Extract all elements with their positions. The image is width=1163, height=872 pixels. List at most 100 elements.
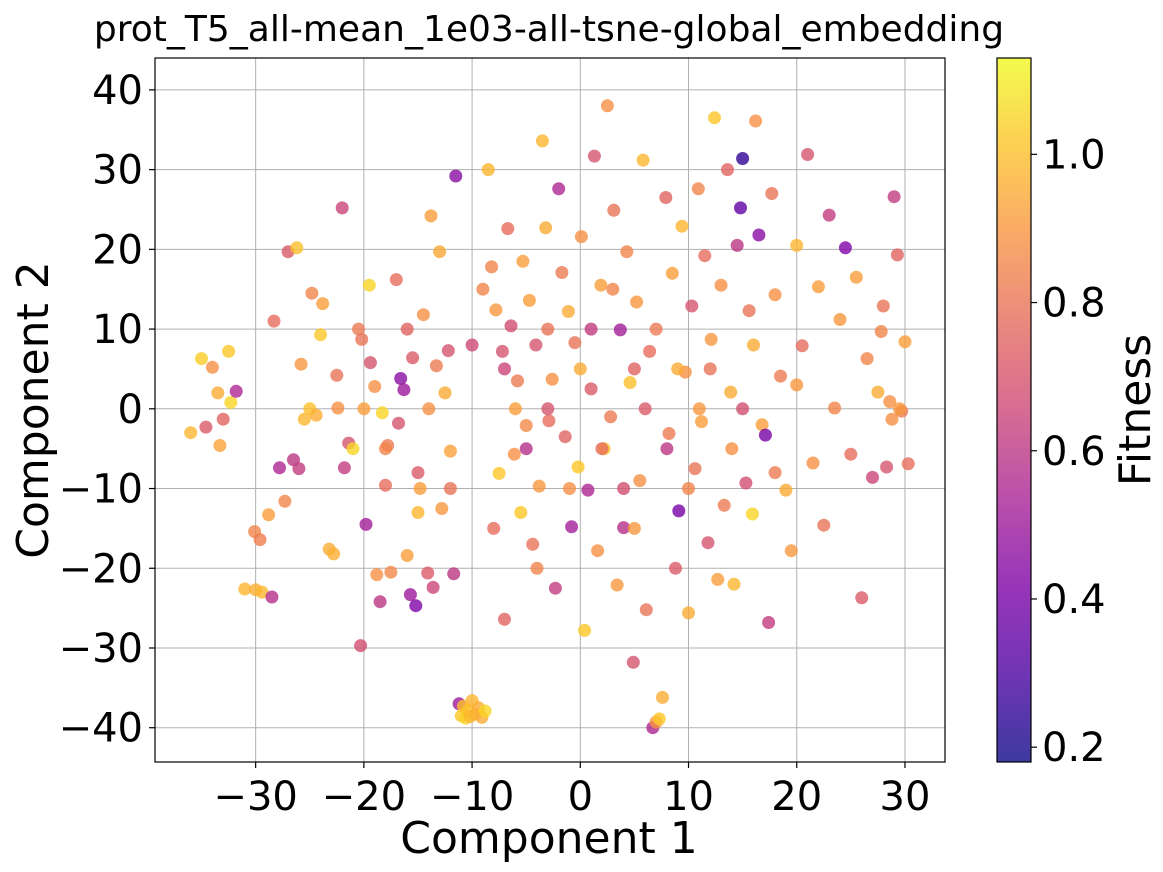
data-point <box>495 344 509 358</box>
data-point <box>833 313 847 326</box>
data-point <box>447 567 461 581</box>
x-tick-label: 0 <box>568 774 593 820</box>
data-point <box>265 590 279 604</box>
data-point <box>849 270 863 284</box>
chart-title: prot_T5_all-mean_1e03-all-tsne-global_em… <box>94 9 1004 50</box>
data-point <box>871 385 885 399</box>
data-point <box>708 111 721 125</box>
data-point <box>573 362 587 376</box>
data-point <box>665 266 679 280</box>
data-point <box>359 517 373 531</box>
data-point <box>725 442 739 456</box>
data-point <box>539 221 553 235</box>
data-point <box>784 544 798 558</box>
data-point <box>392 416 405 430</box>
colorbar-frame <box>996 57 1032 763</box>
y-tick-label: 10 <box>92 307 143 353</box>
data-point <box>883 395 897 409</box>
data-point <box>600 99 614 113</box>
x-tick-label: 30 <box>880 774 931 820</box>
data-point <box>238 582 252 596</box>
data-point <box>411 466 425 480</box>
data-point <box>659 191 673 204</box>
data-point <box>595 442 609 456</box>
data-point <box>721 163 734 177</box>
data-point <box>703 362 717 376</box>
y-tick-label: 0 <box>118 387 143 433</box>
data-point <box>379 478 392 492</box>
data-point <box>755 418 769 432</box>
data-point <box>335 201 349 215</box>
data-point <box>768 466 782 480</box>
data-point <box>790 238 804 252</box>
data-point <box>736 152 750 165</box>
x-axis-label: Component 1 <box>400 813 697 864</box>
data-point <box>581 483 595 497</box>
data-point <box>739 476 753 490</box>
data-point <box>508 402 522 416</box>
data-point <box>519 419 533 432</box>
data-point <box>314 328 328 342</box>
data-point <box>855 591 869 605</box>
data-point <box>294 357 308 371</box>
data-point <box>623 376 637 389</box>
data-point <box>514 506 528 519</box>
data-point <box>489 303 503 317</box>
data-point <box>727 577 741 591</box>
data-point <box>838 241 852 255</box>
data-point <box>363 356 377 370</box>
data-point <box>747 338 760 352</box>
data-point <box>522 293 536 307</box>
data-point <box>216 412 230 426</box>
data-point <box>438 386 452 400</box>
data-point <box>485 260 499 274</box>
data-point <box>594 278 608 292</box>
data-point <box>433 245 447 259</box>
data-point <box>400 322 414 336</box>
data-point <box>574 230 588 244</box>
data-point <box>591 544 605 558</box>
y-tick-label: 20 <box>92 227 143 273</box>
data-point <box>660 442 674 456</box>
data-point <box>568 336 582 350</box>
data-point <box>620 245 634 259</box>
data-point <box>362 278 376 292</box>
data-point <box>548 581 562 595</box>
data-point <box>734 201 747 215</box>
data-point <box>822 208 836 222</box>
data-point <box>555 266 569 279</box>
data-point <box>478 704 492 718</box>
data-point <box>297 412 311 426</box>
data-point <box>714 278 728 292</box>
data-point <box>352 322 365 336</box>
data-point <box>561 305 575 318</box>
data-point <box>441 344 455 358</box>
data-point <box>465 338 479 352</box>
data-point <box>617 482 631 495</box>
data-point <box>273 461 286 475</box>
data-point <box>199 420 213 434</box>
data-point <box>649 322 663 336</box>
plot-frame <box>154 57 946 763</box>
data-point <box>413 482 427 495</box>
data-point <box>887 190 901 204</box>
data-point <box>587 149 601 163</box>
data-point <box>542 414 556 428</box>
data-point <box>617 521 631 535</box>
data-point <box>400 549 414 562</box>
data-point <box>389 273 403 287</box>
data-point <box>379 442 392 456</box>
data-point <box>749 114 763 128</box>
data-point <box>337 461 351 475</box>
data-point <box>633 474 647 488</box>
data-point <box>610 578 624 592</box>
y-axis-label: Component 2 <box>8 261 59 558</box>
data-point <box>530 561 544 575</box>
data-point <box>357 402 371 416</box>
data-point <box>604 410 618 424</box>
data-point <box>211 386 225 400</box>
y-tick-label: −40 <box>59 706 143 752</box>
data-point <box>613 323 627 337</box>
data-point <box>768 288 782 302</box>
